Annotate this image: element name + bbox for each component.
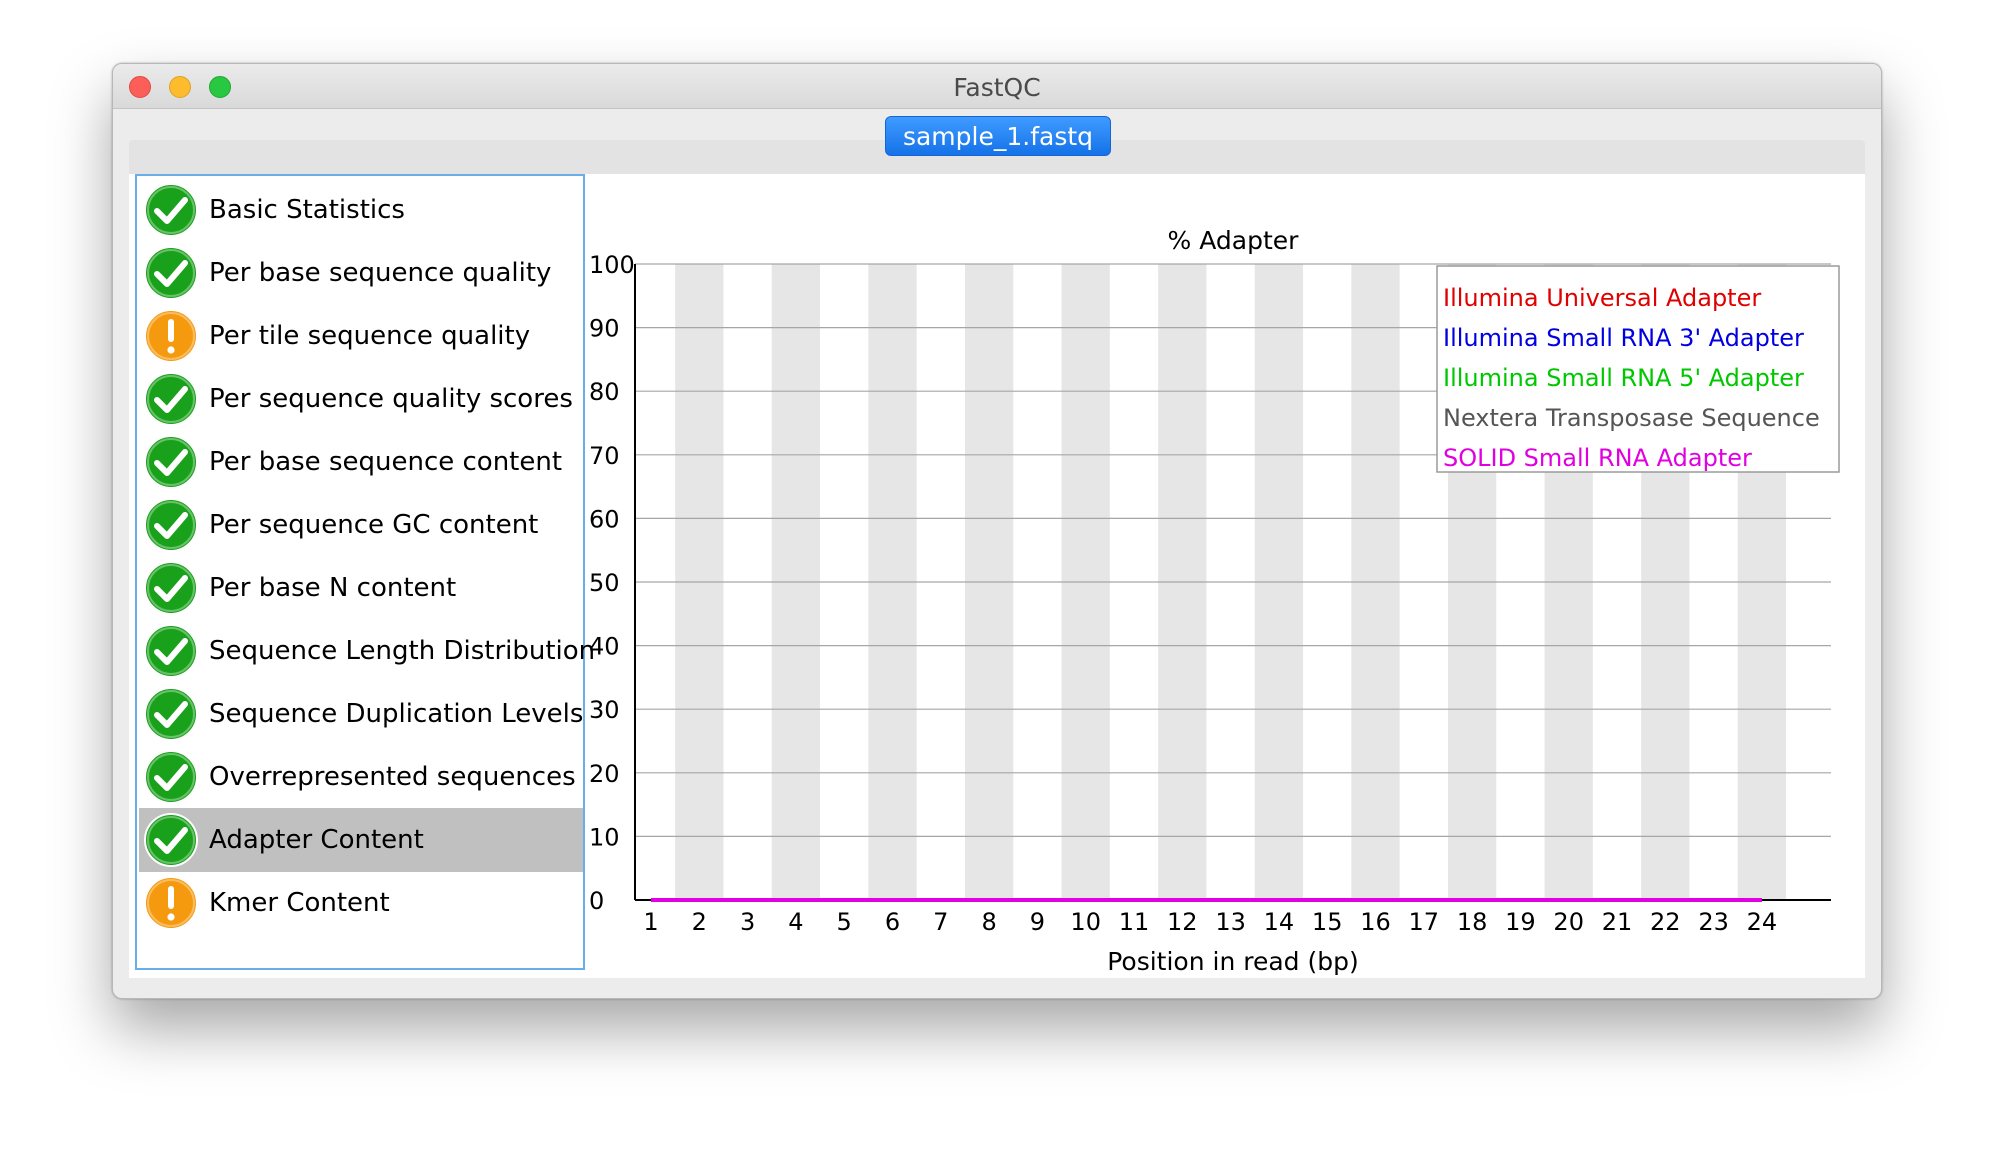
- x-tick-label: 20: [1553, 908, 1584, 936]
- x-tick-label: 12: [1167, 908, 1198, 936]
- module-label: Sequence Duplication Levels: [209, 699, 584, 729]
- y-tick-label: 50: [589, 569, 620, 597]
- x-axis-label: Position in read (bp): [1107, 947, 1359, 976]
- x-tick-label: 11: [1119, 908, 1150, 936]
- module-label: Per sequence GC content: [209, 510, 539, 540]
- y-tick-label: 90: [589, 315, 620, 343]
- y-tick-label: 100: [589, 251, 635, 279]
- x-tick-label: 16: [1360, 908, 1391, 936]
- module-item[interactable]: Adapter Content: [139, 808, 583, 872]
- module-label: Sequence Length Distribution: [209, 636, 596, 666]
- x-tick-label: 10: [1070, 908, 1101, 936]
- module-item[interactable]: Overrepresented sequences: [139, 745, 583, 809]
- module-item[interactable]: Sequence Duplication Levels: [139, 682, 583, 746]
- report-panel: Basic Statistics Per base sequence qualit…: [129, 174, 1865, 978]
- module-label: Kmer Content: [209, 888, 390, 918]
- x-tick-label: 15: [1312, 908, 1343, 936]
- x-tick-label: 18: [1457, 908, 1488, 936]
- module-item[interactable]: Sequence Length Distribution: [139, 619, 595, 683]
- module-item[interactable]: Per base sequence content: [139, 430, 583, 494]
- module-label: Basic Statistics: [209, 195, 405, 225]
- module-item[interactable]: Per sequence quality scores: [139, 367, 583, 431]
- module-label: Per base sequence quality: [209, 258, 552, 288]
- check-icon: [144, 813, 198, 867]
- check-icon: [144, 687, 198, 741]
- module-item[interactable]: Per sequence GC content: [139, 493, 583, 557]
- legend-entry: Illumina Small RNA 5' Adapter: [1443, 364, 1804, 392]
- check-icon: [144, 246, 198, 300]
- module-label: Per sequence quality scores: [209, 384, 573, 414]
- check-icon: [144, 624, 198, 678]
- x-tick-label: 14: [1264, 908, 1295, 936]
- check-icon: [144, 561, 198, 615]
- x-tick-label: 22: [1650, 908, 1681, 936]
- x-tick-label: 1: [643, 908, 658, 936]
- y-tick-label: 20: [589, 760, 620, 788]
- x-tick-label: 23: [1698, 908, 1729, 936]
- x-tick-label: 4: [788, 908, 803, 936]
- legend-entry: Illumina Small RNA 3' Adapter: [1443, 324, 1804, 352]
- x-tick-label: 8: [981, 908, 996, 936]
- module-item[interactable]: Basic Statistics: [139, 178, 583, 242]
- module-label: Per tile sequence quality: [209, 321, 531, 351]
- chart-title: % Adapter: [1168, 226, 1300, 255]
- x-tick-label: 6: [885, 908, 900, 936]
- check-icon: [144, 498, 198, 552]
- module-label: Overrepresented sequences: [209, 762, 576, 792]
- x-tick-label: 9: [1030, 908, 1045, 936]
- tab-sample-file[interactable]: sample_1.fastq: [885, 116, 1111, 156]
- check-icon: [144, 435, 198, 489]
- x-tick-label: 3: [740, 908, 755, 936]
- y-tick-label: 80: [589, 378, 620, 406]
- check-icon: [144, 183, 198, 237]
- check-icon: [144, 750, 198, 804]
- module-item[interactable]: Per base sequence quality: [139, 241, 583, 305]
- legend-entry: Illumina Universal Adapter: [1443, 284, 1761, 312]
- y-tick-label: 40: [589, 633, 620, 661]
- maximize-window-button[interactable]: [209, 76, 231, 98]
- title-bar: FastQC: [113, 64, 1881, 109]
- x-tick-label: 2: [692, 908, 707, 936]
- warning-icon: [144, 876, 198, 930]
- fastqc-window: FastQC sample_1.fastq Basic Statistics Pe…: [112, 63, 1882, 999]
- legend-entry: SOLID Small RNA Adapter: [1443, 444, 1752, 472]
- y-tick-label: 60: [589, 505, 620, 533]
- legend-entry: Nextera Transposase Sequence: [1443, 404, 1820, 432]
- x-tick-label: 24: [1747, 908, 1778, 936]
- x-tick-label: 13: [1215, 908, 1246, 936]
- legend-box: [1436, 265, 1840, 473]
- x-tick-label: 7: [933, 908, 948, 936]
- x-tick-label: 17: [1409, 908, 1440, 936]
- y-tick-label: 70: [589, 442, 620, 470]
- adapter-content-chart: % Adapter 0 10 20 30 40 50 60 70 80 90 100 1 2 3 4 5 6 7 8 9…: [585, 174, 1865, 978]
- close-window-button[interactable]: [129, 76, 151, 98]
- x-tick-label: 5: [837, 908, 852, 936]
- module-label: Per base N content: [209, 573, 457, 603]
- module-label: Adapter Content: [209, 825, 424, 855]
- y-tick-label: 0: [589, 887, 604, 915]
- module-label: Per base sequence content: [209, 447, 563, 477]
- x-tick-label: 19: [1505, 908, 1536, 936]
- warning-icon: [144, 309, 198, 363]
- window-title: FastQC: [953, 73, 1041, 102]
- x-tick-label: 21: [1602, 908, 1633, 936]
- module-item[interactable]: Per base N content: [139, 556, 583, 620]
- module-item[interactable]: Per tile sequence quality: [139, 304, 583, 368]
- module-list: Basic Statistics Per base sequence qualit…: [135, 174, 595, 970]
- minimize-window-button[interactable]: [169, 76, 191, 98]
- y-tick-label: 10: [589, 823, 620, 851]
- module-item[interactable]: Kmer Content: [139, 871, 583, 935]
- y-tick-label: 30: [589, 696, 620, 724]
- check-icon: [144, 372, 198, 426]
